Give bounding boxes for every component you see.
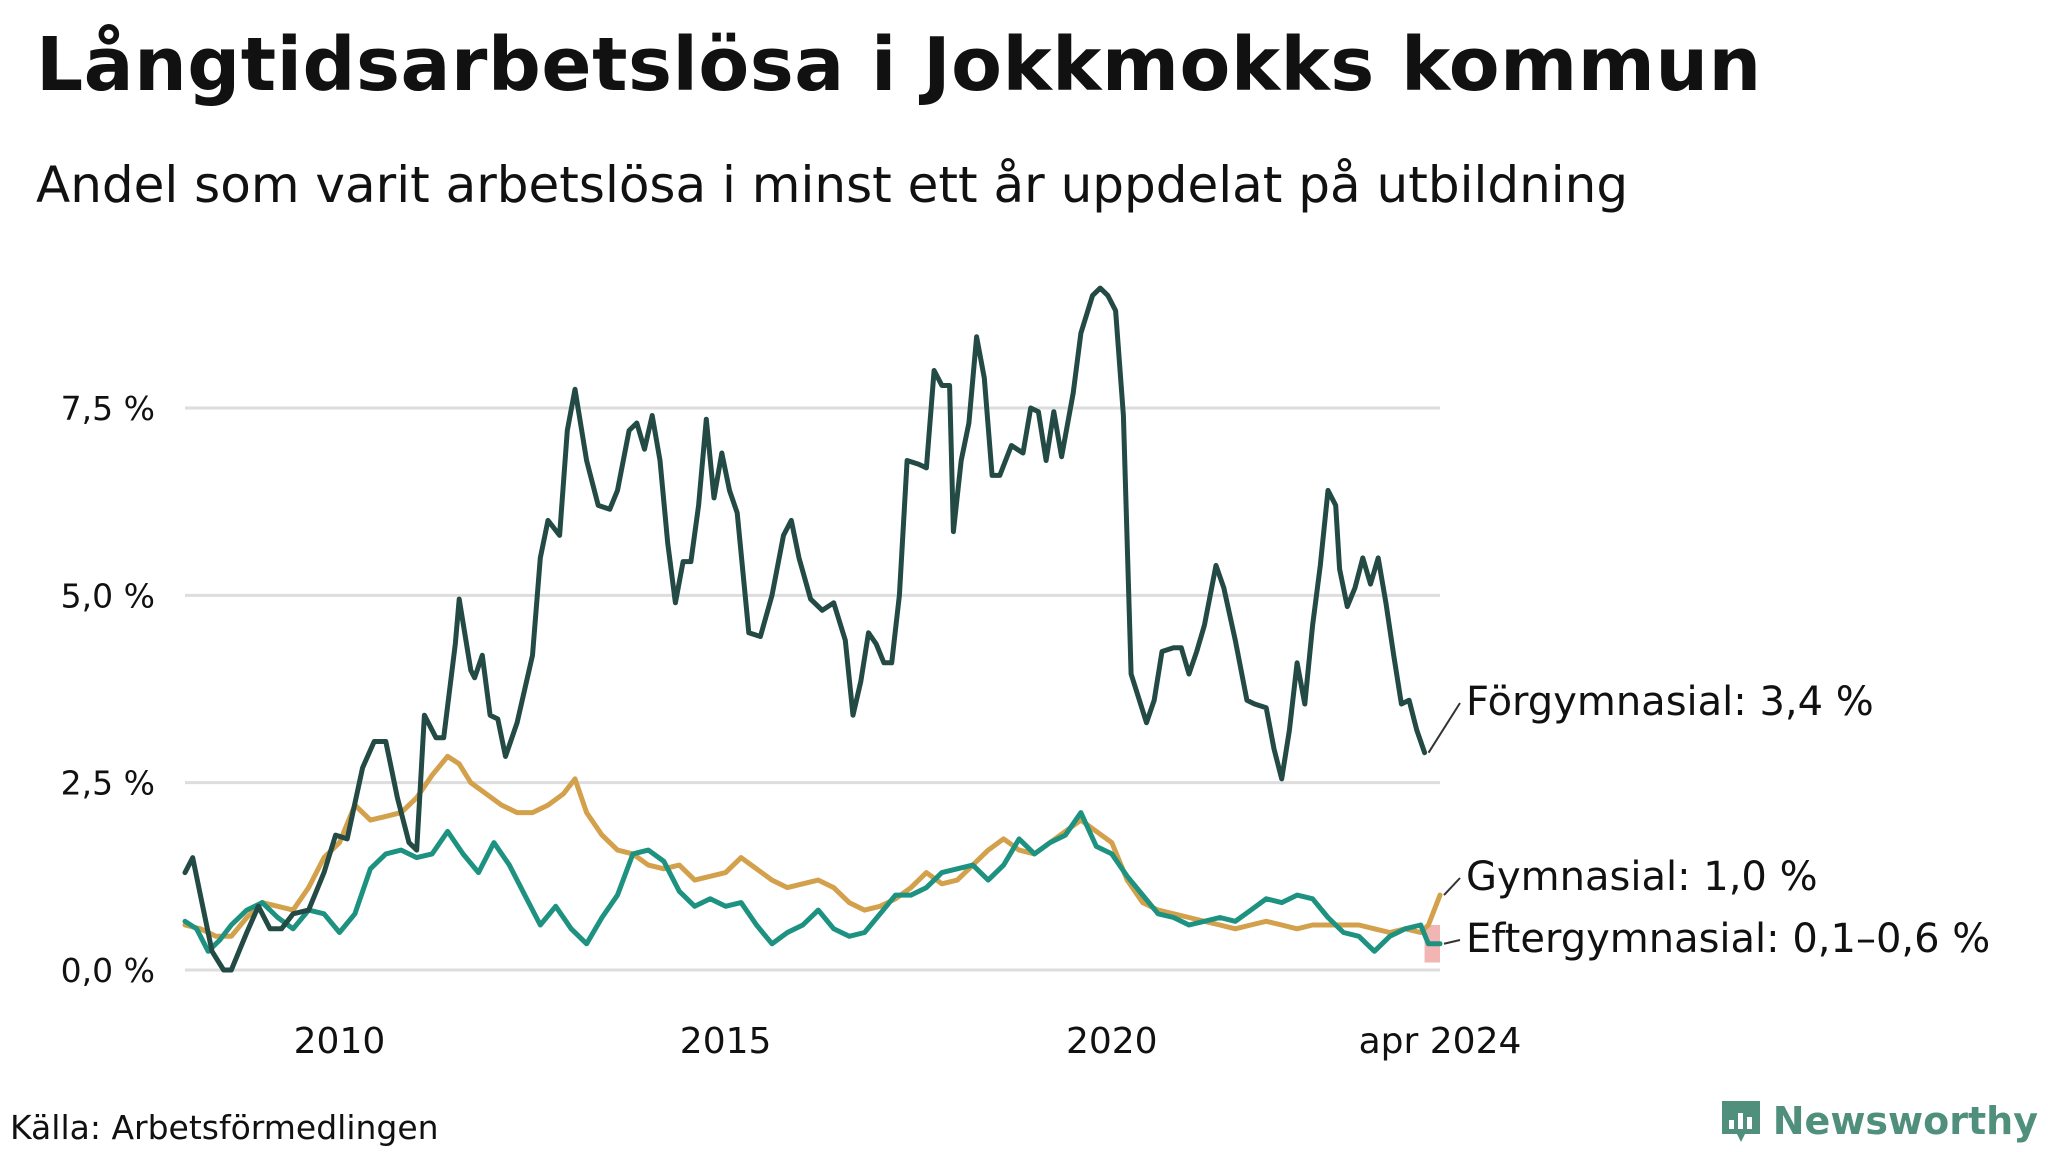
x-tick-label: 2015 — [680, 1021, 772, 1062]
y-tick-label: 5,0 % — [61, 576, 155, 615]
y-tick-label: 7,5 % — [61, 389, 155, 428]
x-tick-label: apr 2024 — [1359, 1021, 1522, 1062]
x-tick-label: 2020 — [1066, 1021, 1158, 1062]
series-end-label: Gymnasial: 1,0 % — [1466, 854, 1818, 900]
y-tick-label: 0,0 % — [61, 951, 155, 990]
chart-icon — [1721, 1101, 1760, 1142]
leader-line — [1427, 702, 1461, 754]
source-note: Källa: Arbetsförmedlingen — [10, 1108, 439, 1147]
series-line-gymnasial — [182, 753, 1443, 939]
series-line-eftergymnasial — [182, 810, 1443, 954]
chart-title: Långtidsarbetslösa i Jokkmokks kommun — [36, 22, 1762, 108]
brand-logo[interactable]: Newsworthy — [1719, 1098, 2038, 1144]
x-tick-label: 2010 — [294, 1021, 386, 1062]
leader-line — [1443, 939, 1461, 945]
brand-name: Newsworthy — [1772, 1099, 2038, 1143]
series-line-forgymnasial — [182, 285, 1428, 973]
chart-subtitle: Andel som varit arbetslösa i minst ett å… — [36, 156, 1629, 214]
leader-line — [1443, 877, 1461, 896]
series-end-label: Förgymnasial: 3,4 % — [1466, 679, 1874, 725]
y-tick-label: 2,5 % — [61, 764, 155, 803]
series-end-label: Eftergymnasial: 0,1–0,6 % — [1466, 916, 1990, 962]
